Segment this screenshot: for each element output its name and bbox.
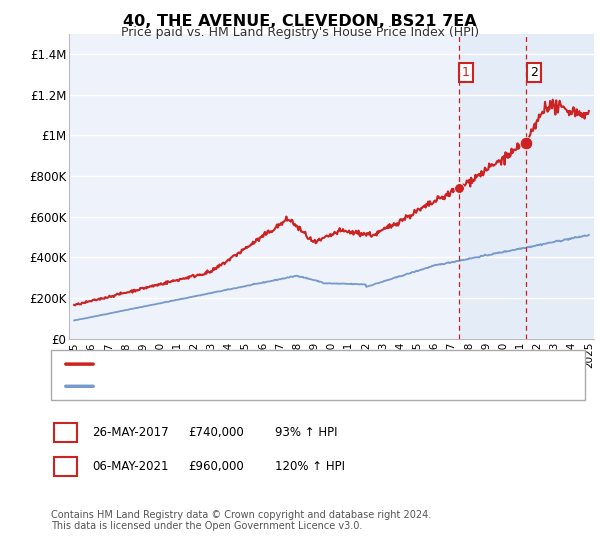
Text: 40, THE AVENUE, CLEVEDON, BS21 7EA (detached house): 40, THE AVENUE, CLEVEDON, BS21 7EA (deta… bbox=[102, 358, 443, 371]
Text: 2: 2 bbox=[61, 460, 70, 473]
Text: £960,000: £960,000 bbox=[188, 460, 244, 473]
Text: HPI: Average price, detached house, North Somerset: HPI: Average price, detached house, Nort… bbox=[102, 380, 413, 393]
Text: 93% ↑ HPI: 93% ↑ HPI bbox=[275, 426, 337, 439]
Text: 2: 2 bbox=[530, 66, 538, 79]
Text: 06-MAY-2021: 06-MAY-2021 bbox=[92, 460, 168, 473]
Text: 40, THE AVENUE, CLEVEDON, BS21 7EA: 40, THE AVENUE, CLEVEDON, BS21 7EA bbox=[123, 14, 477, 29]
Text: Price paid vs. HM Land Registry's House Price Index (HPI): Price paid vs. HM Land Registry's House … bbox=[121, 26, 479, 39]
Bar bbox=[459, 34, 600, 339]
Text: 1: 1 bbox=[462, 66, 470, 79]
Text: 26-MAY-2017: 26-MAY-2017 bbox=[92, 426, 169, 439]
Text: Contains HM Land Registry data © Crown copyright and database right 2024.
This d: Contains HM Land Registry data © Crown c… bbox=[51, 510, 431, 531]
Text: 1: 1 bbox=[61, 426, 70, 439]
Text: £740,000: £740,000 bbox=[188, 426, 244, 439]
Text: 120% ↑ HPI: 120% ↑ HPI bbox=[275, 460, 345, 473]
